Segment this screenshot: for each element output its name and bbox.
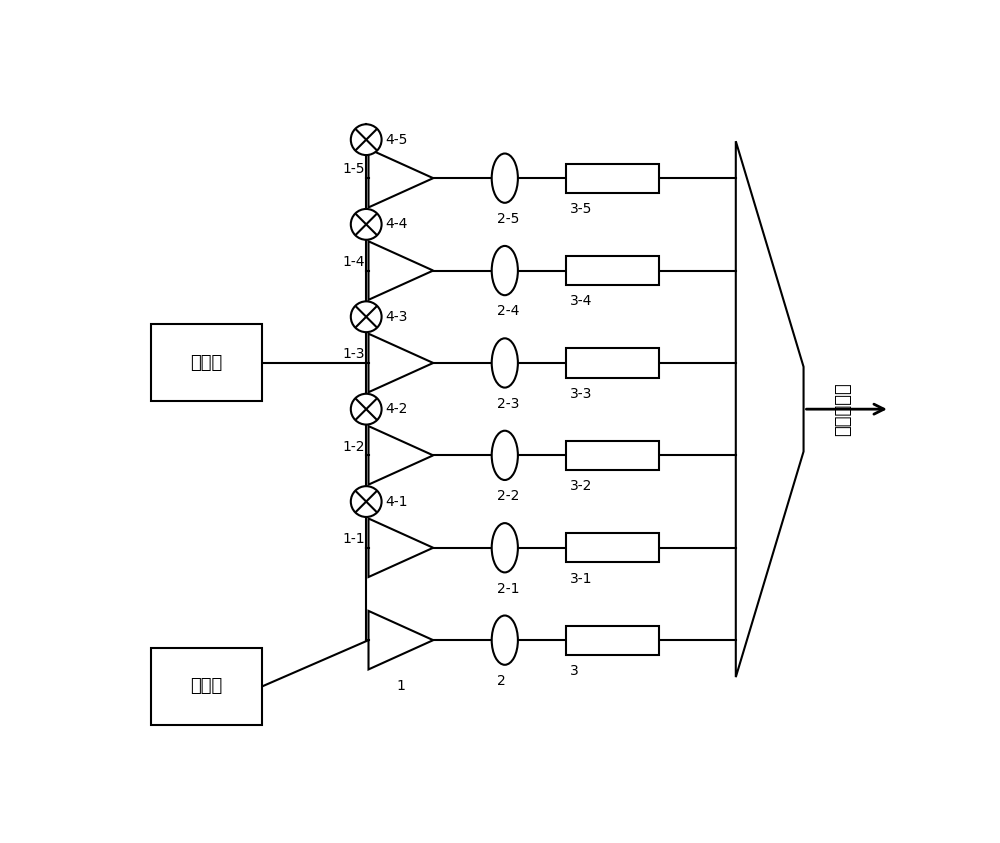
Bar: [566, 256, 659, 285]
Text: 4-5: 4-5: [385, 132, 408, 147]
Text: 3: 3: [570, 664, 579, 678]
Text: 3-5: 3-5: [570, 202, 593, 216]
Bar: [151, 325, 262, 401]
Circle shape: [351, 301, 382, 332]
Text: 1-5: 1-5: [342, 163, 365, 176]
Text: 2-3: 2-3: [497, 397, 519, 411]
Ellipse shape: [492, 524, 518, 572]
Text: 4-2: 4-2: [385, 402, 408, 416]
Circle shape: [351, 486, 382, 517]
Text: 2-4: 2-4: [497, 304, 519, 319]
Ellipse shape: [492, 153, 518, 203]
Bar: [566, 164, 659, 193]
Text: 2-2: 2-2: [497, 489, 519, 503]
Text: 1-2: 1-2: [342, 439, 365, 454]
Text: 4-4: 4-4: [385, 217, 408, 231]
Bar: [566, 441, 659, 470]
Bar: [566, 626, 659, 655]
Text: 1-4: 1-4: [342, 255, 365, 269]
Text: 2-5: 2-5: [497, 212, 519, 226]
Text: 控制器: 控制器: [190, 354, 223, 372]
Ellipse shape: [492, 338, 518, 388]
Ellipse shape: [492, 615, 518, 665]
Text: 3-4: 3-4: [570, 294, 593, 309]
Circle shape: [351, 209, 382, 239]
Circle shape: [351, 394, 382, 425]
Text: 4-1: 4-1: [385, 495, 408, 508]
Ellipse shape: [492, 431, 518, 480]
Text: 激光器: 激光器: [190, 678, 223, 695]
Text: 2: 2: [497, 674, 506, 688]
Text: 1-3: 1-3: [342, 347, 365, 361]
Text: 光束合成器: 光束合成器: [835, 382, 853, 436]
Bar: [151, 648, 262, 725]
Text: 3-1: 3-1: [570, 572, 593, 586]
Text: 1-1: 1-1: [342, 532, 365, 546]
Text: 2-1: 2-1: [497, 582, 520, 596]
Text: 3-2: 3-2: [570, 479, 593, 493]
Text: 3-3: 3-3: [570, 387, 593, 400]
Bar: [566, 348, 659, 378]
Text: 4-3: 4-3: [385, 309, 408, 324]
Text: 1: 1: [396, 679, 405, 693]
Circle shape: [351, 124, 382, 155]
Ellipse shape: [492, 246, 518, 295]
Bar: [566, 533, 659, 562]
